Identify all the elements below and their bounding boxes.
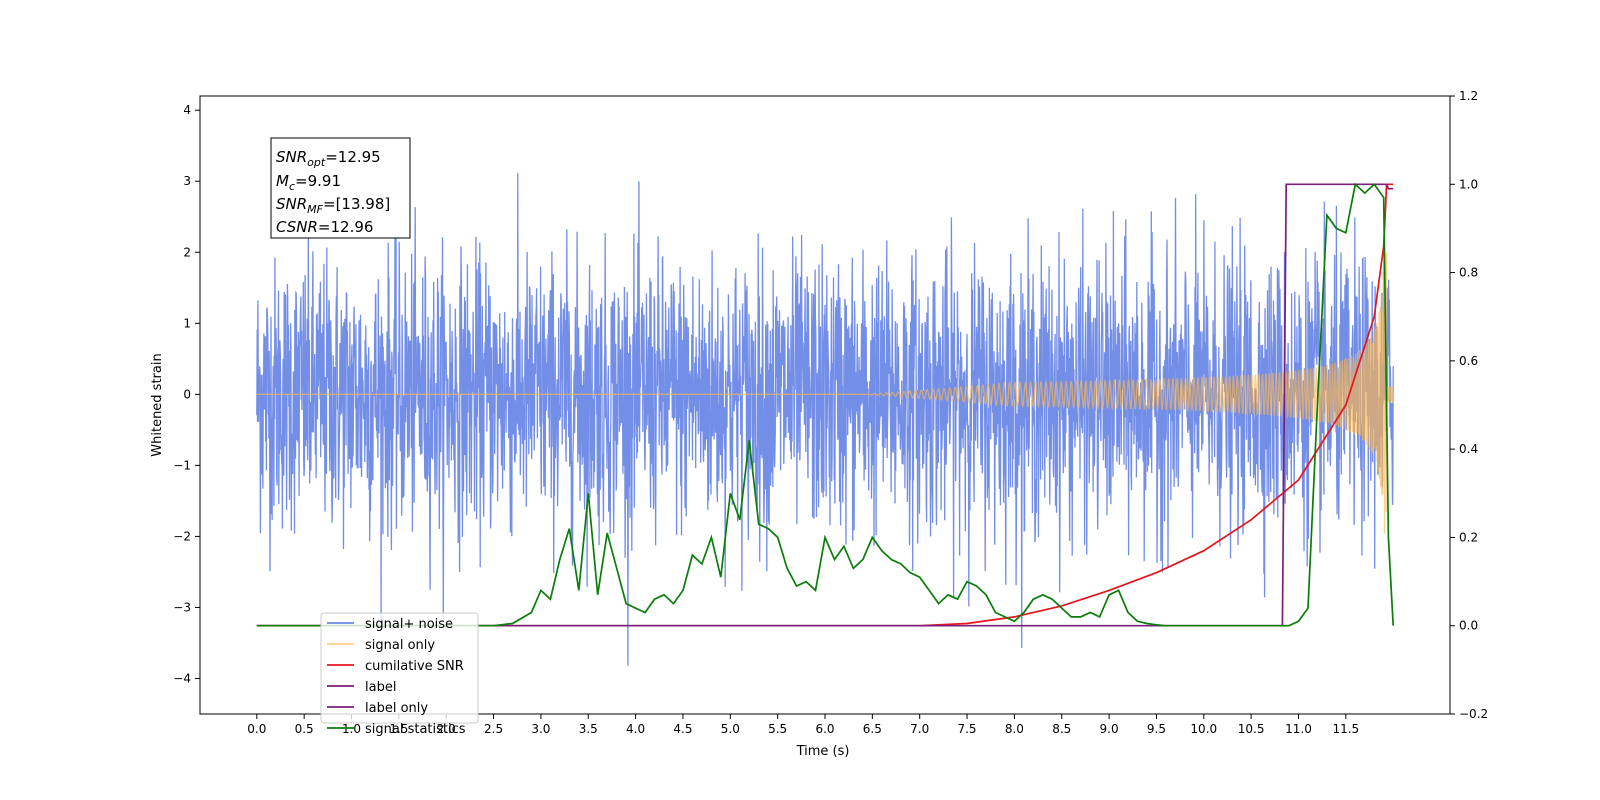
y-right-tick-label: −0.2 (1459, 707, 1488, 721)
x-tick-label: 8.5 (1052, 722, 1071, 736)
y-right-tick-label: 0.6 (1459, 354, 1478, 368)
y-axis-left: 4 3 2 1 0 −1 −2 −3 −4 (173, 103, 200, 685)
x-axis-label: Time (s) (796, 744, 850, 759)
annotation-box (270, 137, 411, 239)
y-left-tick-label: 2 (183, 245, 191, 259)
annotation-line-snr-opt: SNRopt=12.95 (276, 148, 381, 169)
annotation-line-mc: Mc=9.91 (276, 172, 341, 193)
x-tick-label: 0.0 (247, 722, 266, 736)
annotation-line-snr-mf: SNRMF=[13.98] (276, 195, 390, 216)
x-axis: 0.0 0.5 1.0 1.5 2.0 2.5 3.0 3.5 4.0 4.5 5.0 5.5 6.0 6… (247, 714, 1359, 736)
legend-label: label (365, 680, 396, 695)
annotation-subscript: MF (307, 203, 323, 216)
annotation-value: =12.96 (318, 218, 374, 236)
metrics-annotation: SNRopt=12.95 Mc=9.91 SNRMF=[13.98] CSNR=… (270, 137, 411, 239)
annotation-subscript: c (289, 180, 295, 193)
x-tick-label: 7.0 (910, 722, 929, 736)
legend-label: signal only (365, 638, 435, 653)
x-tick-label: 10.5 (1238, 722, 1265, 736)
y-left-tick-label: −3 (173, 600, 191, 614)
y-right-tick-label: 0.4 (1459, 442, 1478, 456)
series-signal-statistics-line (256, 182, 1395, 627)
x-tick-label: 5.5 (768, 722, 787, 736)
series-layer (256, 173, 1395, 666)
y-left-tick-label: −2 (173, 529, 191, 543)
legend-label: signal+ noise (365, 617, 453, 632)
series-label-line (256, 183, 1394, 627)
annotation-symbol: CSNR (276, 218, 318, 236)
x-tick-label: 0.5 (295, 722, 314, 736)
x-tick-label: 6.0 (815, 722, 834, 736)
x-tick-label: 11.5 (1332, 722, 1359, 736)
x-tick-label: 4.0 (626, 722, 645, 736)
y-left-tick-label: 4 (183, 103, 191, 117)
x-tick-label: 5.0 (721, 722, 740, 736)
series-signal-noise-line (256, 173, 1394, 666)
annotation-symbol: SNR (276, 148, 307, 166)
x-tick-label: 3.0 (531, 722, 550, 736)
x-tick-label: 4.5 (673, 722, 692, 736)
x-tick-label: 2.5 (484, 722, 503, 736)
x-tick-label: 10.0 (1190, 722, 1217, 736)
annotation-line-csnr: CSNR=12.96 (276, 218, 373, 236)
x-tick-label: 9.0 (1100, 722, 1119, 736)
annotation-value: =[13.98] (323, 195, 390, 213)
legend-box (320, 612, 479, 724)
y-axis-left-label: Whitened strain (150, 353, 165, 456)
x-tick-label: 11.0 (1285, 722, 1312, 736)
legend: signal+ noise signal only cumilative SNR la… (320, 612, 479, 737)
y-right-tick-label: 1.0 (1459, 177, 1478, 191)
x-tick-label: 2.0 (437, 722, 456, 736)
legend-label: signal statistics (365, 722, 466, 737)
y-left-tick-label: −1 (173, 458, 191, 472)
series-cumilative-snr-line (256, 183, 1394, 627)
y-right-tick-label: 0.8 (1459, 266, 1478, 280)
x-tick-label: 7.5 (957, 722, 976, 736)
y-left-tick-label: 3 (183, 174, 191, 188)
x-tick-label: 3.5 (579, 722, 598, 736)
x-tick-label: 1.0 (342, 722, 361, 736)
annotation-subscript: opt (307, 156, 326, 169)
annotation-value: =9.91 (295, 172, 341, 190)
x-tick-label: 9.5 (1147, 722, 1166, 736)
annotation-value: =12.95 (325, 148, 381, 166)
y-left-tick-label: −4 (173, 671, 191, 685)
y-right-tick-label: 1.2 (1459, 89, 1478, 103)
y-left-tick-label: 1 (183, 316, 191, 330)
x-tick-label: 8.0 (1005, 722, 1024, 736)
y-left-tick-label: 0 (183, 387, 191, 401)
y-right-tick-label: 0.0 (1459, 619, 1478, 633)
series-signal-only-line (256, 252, 1394, 534)
annotation-symbol: M (276, 172, 289, 190)
legend-label: cumilative SNR (365, 659, 464, 674)
x-tick-label: 6.5 (863, 722, 882, 736)
y-right-tick-label: 0.2 (1459, 530, 1478, 544)
annotation-symbol: SNR (276, 195, 307, 213)
legend-label: label only (365, 701, 428, 716)
x-tick-label: 1.5 (389, 722, 408, 736)
y-axis-right: 1.2 1.0 0.8 0.6 0.4 0.2 0.0 −0.2 (1450, 89, 1488, 721)
